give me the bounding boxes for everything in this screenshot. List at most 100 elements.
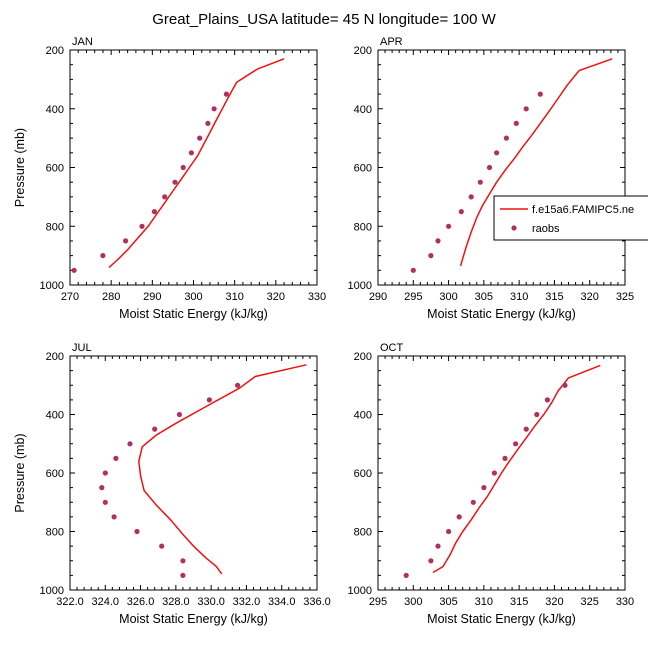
raobs-point bbox=[537, 91, 543, 97]
x-tick-label: 320 bbox=[545, 596, 563, 608]
raobs-point bbox=[159, 543, 165, 549]
raobs-point bbox=[152, 426, 158, 432]
x-tick-label: 300 bbox=[439, 291, 457, 303]
legend-label-model: f.e15a6.FAMIPC5.ne bbox=[532, 204, 634, 216]
raobs-point bbox=[523, 426, 529, 432]
raobs-point bbox=[494, 150, 500, 156]
model-line bbox=[432, 364, 601, 574]
x-tick-label: 290 bbox=[143, 291, 161, 303]
model-line bbox=[138, 364, 307, 575]
raobs-point bbox=[435, 238, 441, 244]
model-line bbox=[459, 58, 613, 267]
x-tick-label: 310 bbox=[225, 291, 243, 303]
raobs-point bbox=[151, 209, 157, 215]
legend-label-raobs: raobs bbox=[532, 223, 560, 235]
raobs-point bbox=[139, 223, 145, 229]
data-layer bbox=[99, 364, 307, 579]
y-axis-label: Pressure (mb) bbox=[13, 128, 27, 207]
raobs-point bbox=[503, 135, 509, 141]
y-tick-label: 600 bbox=[46, 163, 64, 175]
y-tick-label: 1000 bbox=[40, 280, 64, 292]
data-layer bbox=[71, 58, 285, 273]
x-tick-label: 310 bbox=[510, 291, 528, 303]
y-tick-label: 1000 bbox=[348, 585, 372, 597]
x-tick-label: 305 bbox=[475, 291, 493, 303]
raobs-point bbox=[102, 470, 108, 476]
raobs-point bbox=[188, 150, 194, 156]
raobs-point bbox=[111, 514, 117, 520]
y-tick-label: 800 bbox=[46, 527, 64, 539]
x-tick-label: 330 bbox=[308, 291, 326, 303]
y-tick-label: 1000 bbox=[40, 585, 64, 597]
y-tick-label: 400 bbox=[46, 410, 64, 422]
x-tick-label: 336.0 bbox=[303, 596, 331, 608]
x-tick-label: 326.0 bbox=[127, 596, 155, 608]
panel-label: OCT bbox=[380, 342, 404, 354]
x-tick-label: 280 bbox=[102, 291, 120, 303]
raobs-point bbox=[113, 455, 119, 461]
raobs-point bbox=[523, 106, 529, 112]
x-tick-label: 310 bbox=[475, 596, 493, 608]
x-tick-label: 315 bbox=[510, 596, 528, 608]
x-tick-label: 330 bbox=[616, 596, 634, 608]
raobs-point bbox=[71, 267, 77, 273]
legend-box bbox=[493, 195, 648, 241]
x-tick-label: 325 bbox=[616, 291, 634, 303]
x-tick-label: 305 bbox=[439, 596, 457, 608]
legend: f.e15a6.FAMIPC5.ne raobs bbox=[493, 195, 648, 241]
raobs-point bbox=[180, 558, 186, 564]
raobs-point bbox=[435, 543, 441, 549]
panel-apr: APR 290 295 300 305 310 315 320 325 200 400 600 800 1… bbox=[348, 36, 635, 321]
y-tick-label: 600 bbox=[354, 163, 372, 175]
raobs-point bbox=[211, 106, 217, 112]
legend-marker-swatch bbox=[511, 225, 517, 231]
raobs-point bbox=[428, 558, 434, 564]
raobs-point bbox=[502, 455, 508, 461]
x-tick-label: 300 bbox=[184, 291, 202, 303]
y-axis-label: Pressure (mb) bbox=[13, 433, 27, 512]
raobs-point bbox=[491, 470, 497, 476]
raobs-point bbox=[534, 411, 540, 418]
y-tick-label: 200 bbox=[46, 351, 64, 363]
y-tick-label: 400 bbox=[46, 104, 64, 116]
data-layer bbox=[410, 58, 613, 273]
raobs-point bbox=[176, 411, 182, 418]
raobs-point bbox=[481, 485, 487, 491]
raobs-point bbox=[206, 397, 212, 403]
raobs-point bbox=[205, 120, 211, 126]
y-tick-label: 600 bbox=[46, 468, 64, 480]
raobs-point bbox=[477, 179, 483, 185]
x-tick-label: 290 bbox=[369, 291, 387, 303]
y-tick-label: 200 bbox=[354, 45, 372, 57]
raobs-point bbox=[180, 164, 186, 171]
raobs-point bbox=[513, 441, 519, 447]
raobs-point bbox=[486, 164, 493, 171]
panel-label: JAN bbox=[72, 36, 93, 48]
y-tick-label: 1000 bbox=[348, 280, 372, 292]
model-line bbox=[108, 58, 285, 268]
y-tick-label: 800 bbox=[354, 527, 372, 539]
x-tick-label: 320 bbox=[581, 291, 599, 303]
y-tick-label: 800 bbox=[46, 221, 64, 233]
x-tick-label: 315 bbox=[545, 291, 563, 303]
raobs-point bbox=[123, 238, 129, 244]
raobs-point bbox=[458, 209, 464, 215]
raobs-point bbox=[134, 528, 140, 535]
raobs-point bbox=[99, 485, 105, 491]
y-tick-label: 200 bbox=[46, 45, 64, 57]
y-tick-label: 200 bbox=[354, 351, 372, 363]
x-tick-label: 328.0 bbox=[162, 596, 190, 608]
raobs-point bbox=[102, 499, 108, 505]
panel-oct: OCT 295 300 305 310 315 320 325 330 200 400 600 800 1… bbox=[348, 342, 635, 626]
raobs-point bbox=[127, 441, 133, 447]
panel-label: APR bbox=[380, 36, 403, 48]
raobs-point bbox=[544, 397, 551, 403]
raobs-point bbox=[470, 499, 476, 505]
raobs-point bbox=[162, 194, 168, 200]
x-tick-label: 320 bbox=[267, 291, 285, 303]
x-axis-label: Moist Static Energy (kJ/kg) bbox=[119, 612, 268, 626]
x-tick-label: 322.0 bbox=[56, 596, 84, 608]
x-tick-label: 295 bbox=[369, 596, 387, 608]
raobs-point bbox=[446, 528, 452, 535]
